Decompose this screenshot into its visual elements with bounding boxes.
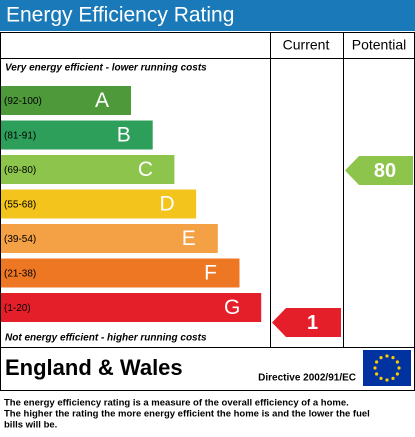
- rating-arrow: [272, 308, 341, 337]
- bottom-note: Not energy efficient - higher running co…: [5, 333, 207, 344]
- top-note: Very energy efficient - lower running co…: [5, 63, 207, 74]
- footer-line: The higher the rating the more energy ef…: [4, 409, 370, 420]
- band-letter: G: [224, 296, 240, 319]
- footer-line: bills will be.: [4, 420, 57, 431]
- band-letter: F: [204, 262, 217, 285]
- footer-line: The energy efficiency rating is a measur…: [4, 398, 349, 409]
- eu-flag: [363, 350, 411, 386]
- band-letter: D: [160, 193, 175, 216]
- band: [1, 86, 131, 115]
- band: [1, 189, 197, 219]
- band: [1, 224, 218, 253]
- band: [1, 120, 153, 150]
- star: [379, 356, 383, 360]
- band-range: (39-54): [4, 234, 36, 245]
- region: England & Wales: [5, 355, 183, 380]
- title: Energy Efficiency Rating: [6, 4, 234, 27]
- band-range: (69-80): [4, 165, 36, 176]
- star: [395, 372, 399, 376]
- band-range: (92-100): [4, 96, 42, 107]
- band-letter: A: [95, 89, 109, 112]
- rating-arrow: [345, 156, 413, 185]
- band-range: (21-38): [4, 269, 36, 280]
- star: [397, 366, 401, 370]
- band-letter: C: [138, 158, 153, 181]
- star: [395, 360, 399, 364]
- star: [375, 360, 379, 364]
- rating-value: 80: [374, 160, 396, 182]
- band-range: (55-68): [4, 200, 36, 211]
- star: [391, 356, 395, 360]
- star: [385, 354, 389, 358]
- star: [379, 376, 383, 380]
- column-header: Current: [283, 37, 330, 53]
- star: [391, 376, 395, 380]
- star: [373, 366, 377, 370]
- band-letter: E: [182, 227, 196, 250]
- star: [375, 372, 379, 376]
- band: [1, 155, 175, 184]
- band-range: (81-91): [4, 131, 36, 142]
- band: [1, 258, 240, 288]
- rating-value: 1: [307, 312, 318, 334]
- directive: Directive 2002/91/EC: [258, 373, 356, 384]
- band: [1, 293, 262, 322]
- band-range: (1-20): [4, 303, 31, 314]
- star: [385, 378, 389, 382]
- title-bar: [0, 0, 415, 31]
- band-letter: B: [117, 124, 131, 147]
- column-header: Potential: [352, 37, 406, 53]
